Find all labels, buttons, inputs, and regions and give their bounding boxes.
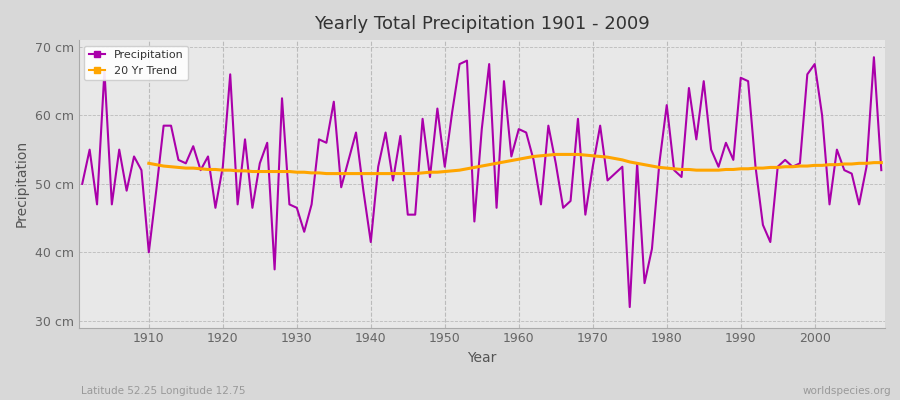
Text: Latitude 52.25 Longitude 12.75: Latitude 52.25 Longitude 12.75	[81, 386, 246, 396]
Y-axis label: Precipitation: Precipitation	[15, 140, 29, 228]
Legend: Precipitation, 20 Yr Trend: Precipitation, 20 Yr Trend	[84, 46, 188, 80]
Text: worldspecies.org: worldspecies.org	[803, 386, 891, 396]
Title: Yearly Total Precipitation 1901 - 2009: Yearly Total Precipitation 1901 - 2009	[314, 15, 650, 33]
X-axis label: Year: Year	[467, 351, 497, 365]
